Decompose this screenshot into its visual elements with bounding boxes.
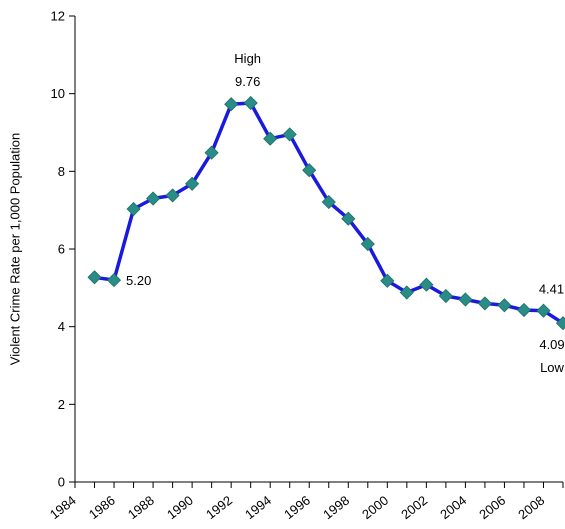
data-point-marker [302,163,317,178]
annotation-2008-value: 4.41 [539,282,564,297]
data-point-marker [399,285,414,300]
data-point-marker [516,302,532,318]
x-tick-label: 1984 [47,493,79,523]
annotation-high-label: High [234,51,261,66]
data-point-marker [419,277,434,292]
x-tick-label: 1988 [125,493,157,523]
data-point-marker [536,303,551,318]
y-ticks: 0 2 4 6 8 10 12 [51,9,75,490]
axes [74,16,563,483]
x-tick-label: 2004 [437,493,469,523]
data-point-marker [341,211,356,226]
annotation-1986-value: 5.20 [126,273,151,288]
x-tick-label: 1994 [242,493,274,523]
x-tick-label: 2000 [359,493,391,523]
data-point-marker [146,191,161,206]
y-axis-label: Violent Crime Rate per 1,000 Population [7,133,22,365]
annotation-high-value: 9.76 [235,74,260,89]
data-point-marker [555,316,565,331]
data-point-marker [458,292,473,307]
y-tick-label: 6 [58,242,65,257]
data-point-marker [263,131,278,146]
y-tick-label: 2 [58,397,65,412]
data-point-marker [185,176,200,191]
data-point-marker [438,288,453,304]
data-point-marker [204,145,219,160]
data-point-marker [243,95,258,111]
x-tick-label: 1992 [203,493,235,523]
y-tick-label: 4 [58,319,65,334]
data-point-marker [224,97,239,112]
series-line [94,101,564,325]
data-point-marker [497,298,512,313]
data-point-marker [380,273,395,288]
y-tick-label: 10 [51,86,65,101]
x-tick-label: 2008 [515,493,547,523]
y-tick-label: 0 [58,475,65,490]
data-point-marker [106,273,122,288]
x-tick-label: 1998 [320,493,352,523]
data-point-marker [87,270,102,285]
annotation-low-label: Low [540,360,564,375]
x-tick-label: 1990 [164,493,196,523]
x-tick-label: 1996 [281,493,313,523]
x-ticks: 1984 1986 1988 1990 1992 1994 1996 1998 2000 2002… [47,482,564,523]
x-tick-label: 1986 [86,493,118,523]
y-tick-label: 12 [51,9,65,24]
data-point-marker [126,201,141,217]
data-point-marker [321,194,336,210]
x-tick-label: 2002 [398,493,430,523]
data-markers [87,95,565,331]
y-tick-label: 8 [58,164,65,179]
data-point-marker [165,188,180,203]
data-point-marker [477,296,492,311]
data-point-marker [360,236,375,252]
data-point-marker [282,127,297,142]
annotation-low-value: 4.09 [539,337,564,352]
x-tick-label: 2006 [476,493,508,523]
